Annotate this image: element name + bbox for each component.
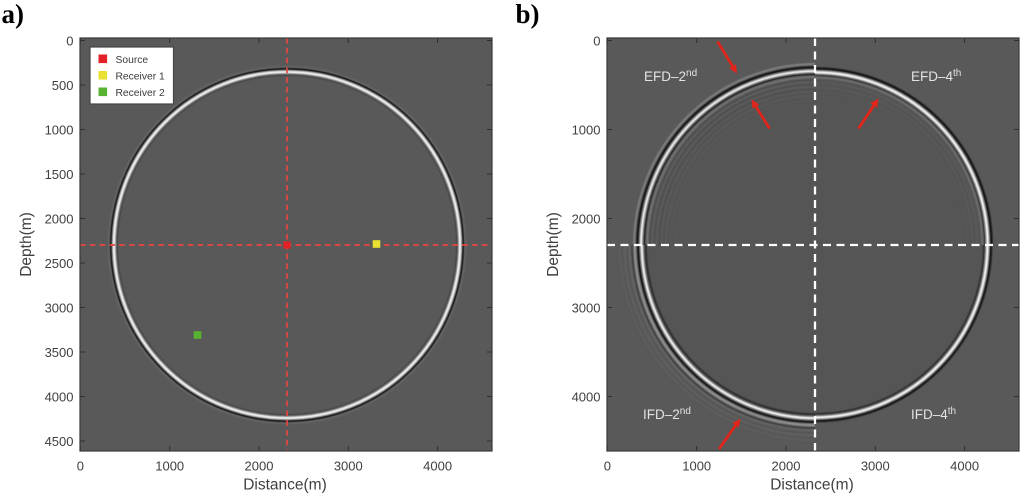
- svg-text:4000: 4000: [423, 459, 452, 474]
- svg-text:4500: 4500: [45, 434, 74, 449]
- svg-text:1000: 1000: [682, 459, 711, 474]
- svg-text:a): a): [2, 0, 25, 29]
- svg-text:0: 0: [66, 33, 73, 48]
- svg-text:1000: 1000: [155, 459, 184, 474]
- svg-text:Distance(m): Distance(m): [770, 477, 854, 494]
- svg-text:b): b): [516, 0, 540, 29]
- svg-text:IFD–4th: IFD–4th: [911, 406, 956, 422]
- svg-text:Distance(m): Distance(m): [243, 477, 327, 494]
- svg-text:500: 500: [52, 78, 74, 93]
- svg-text:0: 0: [77, 459, 84, 474]
- svg-text:0: 0: [604, 459, 611, 474]
- svg-text:3000: 3000: [861, 459, 890, 474]
- svg-text:1000: 1000: [572, 122, 601, 137]
- svg-text:4000: 4000: [572, 389, 601, 404]
- svg-text:3500: 3500: [45, 345, 74, 360]
- svg-text:2000: 2000: [45, 211, 74, 226]
- svg-text:4000: 4000: [950, 459, 979, 474]
- svg-text:EFD–2nd: EFD–2nd: [644, 68, 697, 84]
- svg-text:Source: Source: [116, 55, 149, 66]
- svg-text:IFD–2nd: IFD–2nd: [643, 406, 691, 422]
- svg-text:Receiver 2: Receiver 2: [116, 88, 165, 99]
- svg-text:Receiver 1: Receiver 1: [116, 72, 165, 83]
- svg-text:Depth(m): Depth(m): [545, 212, 562, 277]
- svg-text:EFD–4th: EFD–4th: [911, 68, 961, 84]
- svg-text:4000: 4000: [45, 389, 74, 404]
- svg-text:2000: 2000: [572, 211, 601, 226]
- svg-text:2500: 2500: [45, 256, 74, 271]
- svg-text:3000: 3000: [572, 300, 601, 315]
- svg-text:Depth(m): Depth(m): [18, 212, 35, 277]
- svg-text:3000: 3000: [45, 300, 74, 315]
- svg-text:2000: 2000: [772, 459, 801, 474]
- svg-text:1500: 1500: [45, 167, 74, 182]
- svg-text:0: 0: [593, 33, 600, 48]
- svg-text:2000: 2000: [245, 459, 274, 474]
- svg-text:3000: 3000: [334, 459, 363, 474]
- svg-text:1000: 1000: [45, 122, 74, 137]
